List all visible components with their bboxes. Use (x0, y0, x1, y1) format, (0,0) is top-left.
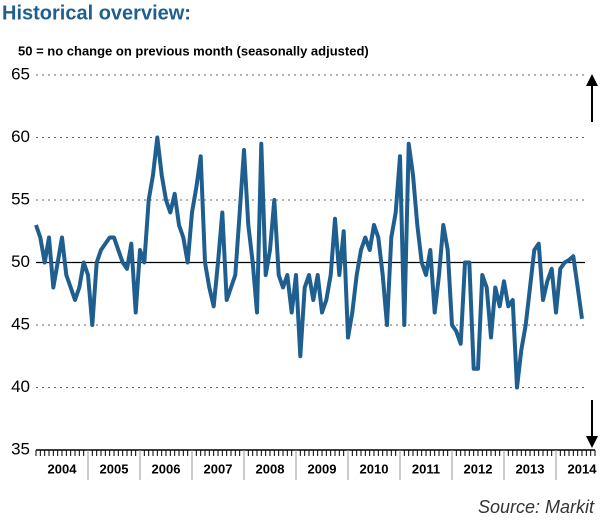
x-tick-label: 2005 (100, 461, 129, 476)
x-tick-label: 2014 (568, 461, 598, 476)
x-tick-label: 2010 (360, 461, 389, 476)
x-tick-label: 2006 (152, 461, 181, 476)
y-tick-label: 40 (11, 377, 30, 396)
x-tick-label: 2008 (256, 461, 285, 476)
y-tick-label: 45 (11, 314, 30, 333)
x-tick-label: 2004 (48, 461, 78, 476)
data-line (34, 135, 584, 390)
chart-subtitle: 50 = no change on previous month (season… (18, 43, 369, 58)
x-tick-label: 2013 (516, 461, 545, 476)
x-tick-label: 2007 (204, 461, 233, 476)
y-tick-label: 65 (11, 64, 30, 83)
arrow-up (586, 74, 598, 122)
y-tick-label: 55 (11, 189, 30, 208)
y-tick-label: 35 (11, 439, 30, 458)
chart-title: Historical overview: (2, 2, 191, 24)
x-tick-label: 2012 (464, 461, 493, 476)
x-tick-label: 2011 (412, 461, 440, 476)
x-tick-label: 2009 (308, 461, 337, 476)
y-tick-label: 50 (11, 252, 30, 271)
y-tick-label: 60 (11, 127, 30, 146)
arrow-down (586, 400, 598, 448)
source: Source: Markit (478, 497, 595, 517)
